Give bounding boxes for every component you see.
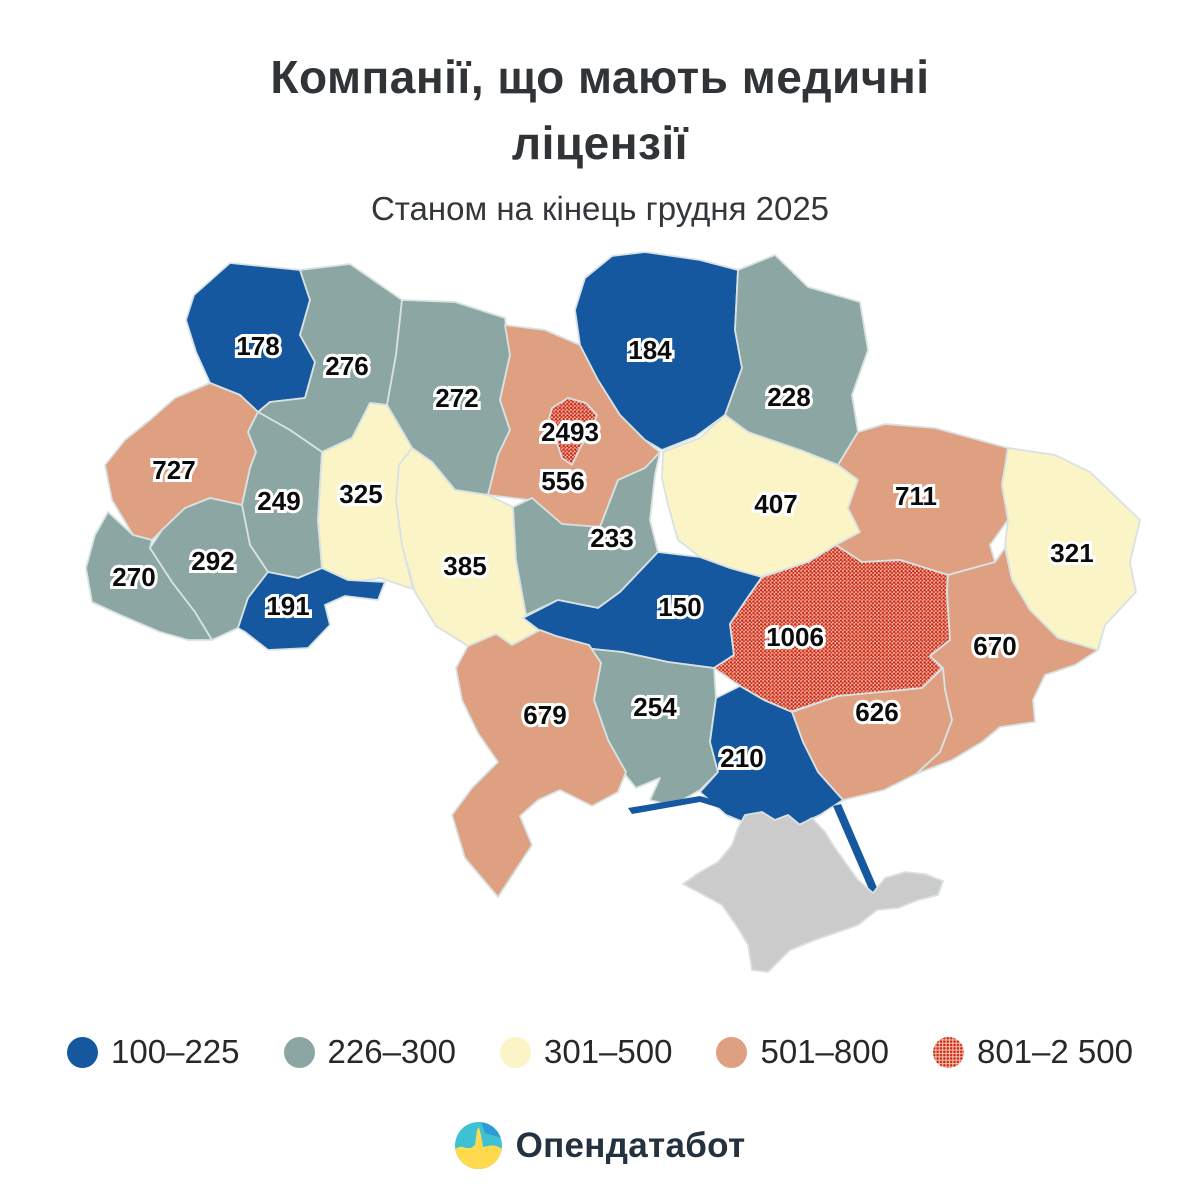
- legend-label-band1: 100–225: [111, 1033, 240, 1070]
- label-odesa: 679: [523, 700, 566, 730]
- legend-item-band5: 801–2 500: [932, 1033, 1133, 1071]
- legend-item-band4: 501–800: [716, 1033, 889, 1071]
- legend-swatch-salmon: [716, 1036, 748, 1068]
- region-chernihiv: [574, 251, 743, 451]
- footer-brand: Опендатабот: [0, 1122, 1200, 1169]
- label-luhansk: 321: [1050, 538, 1093, 568]
- header: Компанії, що мають медичні ліцензії Стан…: [0, 44, 1200, 228]
- region-donetsk: [915, 547, 1099, 775]
- label-dnipropetrovsk: 1006: [766, 622, 824, 652]
- label-mykolaiv: 254: [633, 692, 677, 722]
- label-kharkiv: 711: [895, 481, 937, 511]
- label-ivano-frankivsk: 292: [191, 546, 234, 576]
- label-lviv: 727: [152, 455, 195, 485]
- legend-label-band4: 501–800: [760, 1033, 889, 1070]
- legend-swatch-red-dotted: [932, 1036, 964, 1068]
- label-vinnytsia: 385: [443, 551, 486, 581]
- legend-label-band5: 801–2 500: [976, 1033, 1133, 1070]
- legend-item-band3: 301–500: [500, 1033, 672, 1071]
- legend-swatch-blue: [67, 1036, 99, 1068]
- brand-name: Опендатабот: [515, 1125, 746, 1165]
- label-sumy: 228: [767, 382, 810, 412]
- legend-label-band2: 226–300: [327, 1033, 456, 1070]
- region-chernivtsi: [237, 567, 386, 651]
- label-kirovohrad: 150: [658, 592, 701, 622]
- region-zakarpattia: [85, 511, 213, 641]
- ukraine-map-svg: 178 276 272 556 2493 184 228 727 249 325…: [85, 251, 1141, 973]
- label-cherkasy: 233: [590, 523, 633, 553]
- legend-item-band2: 226–300: [283, 1033, 456, 1071]
- kherson-tendra-spit: [628, 796, 775, 824]
- label-zakarpattia: 270: [112, 562, 155, 592]
- legend: 100–225 226–300 301–500 501–800 801–2 50…: [0, 1033, 1200, 1071]
- label-zaporizhzhia: 626: [855, 697, 898, 727]
- legend-swatch-yellow: [500, 1036, 531, 1068]
- region-crimea: [682, 811, 944, 973]
- legend-label-band3: 301–500: [544, 1033, 673, 1070]
- label-rivne: 276: [325, 351, 368, 381]
- label-chernihiv: 184: [628, 335, 672, 365]
- page-title-line1: Компанії, що мають медичні: [270, 51, 930, 103]
- label-zhytomyr: 272: [435, 383, 478, 413]
- opendatabot-logo-icon: [454, 1122, 502, 1169]
- label-kherson: 210: [720, 743, 763, 773]
- label-chernivtsi: 191: [266, 591, 309, 621]
- label-volyn: 178: [236, 331, 279, 361]
- page-subtitle: Станом на кінець грудня 2025: [370, 190, 830, 227]
- choropleth-map: 178 276 272 556 2493 184 228 727 249 325…: [0, 240, 1200, 1000]
- region-kyiv-city: [547, 397, 598, 466]
- legend-item-band1: 100–225: [67, 1033, 240, 1071]
- label-khmelnytskyi: 325: [339, 479, 382, 509]
- region-kherson: [699, 685, 844, 831]
- label-kyiv-oblast: 556: [541, 466, 584, 496]
- label-poltava: 407: [754, 489, 797, 519]
- label-ternopil: 249: [257, 486, 300, 516]
- legend-swatch-teal: [283, 1036, 315, 1068]
- region-odesa: [451, 629, 627, 898]
- label-donetsk: 670: [973, 631, 1016, 661]
- label-kyiv-city: 2493: [541, 417, 599, 447]
- kherson-arabat-spit: [833, 804, 878, 894]
- page-title-line2: ліцензії: [511, 117, 689, 169]
